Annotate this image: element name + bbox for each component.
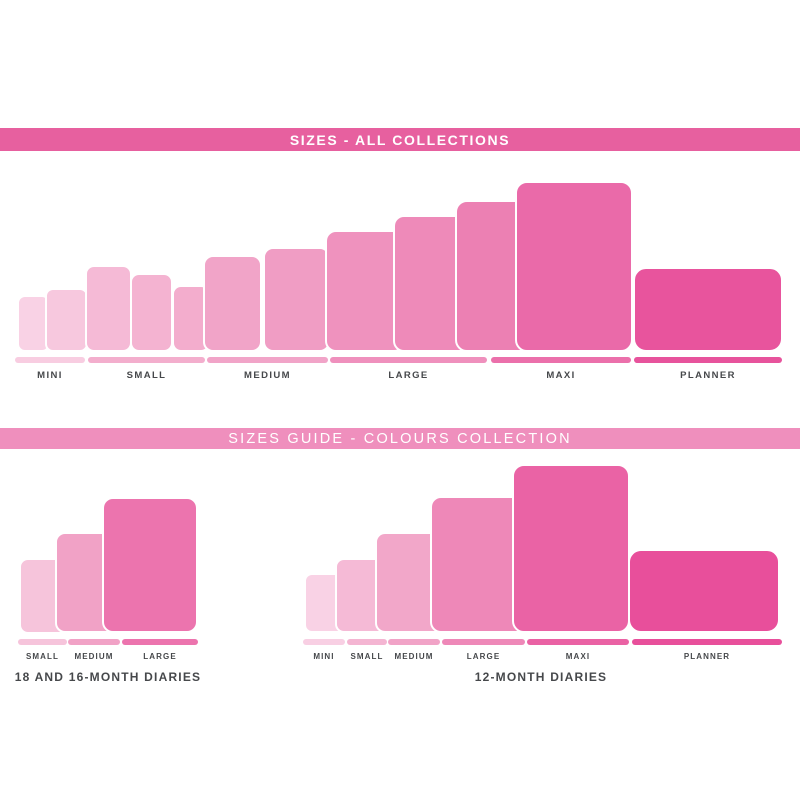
medium-underline-pill [388,639,440,645]
planner-underline-pill [632,639,782,645]
medium-size-label: MEDIUM [244,370,291,381]
medium-underline-pill [207,357,328,363]
mini-underline-pill [303,639,345,645]
maxi-underline-pill [491,357,631,363]
planner-notebook-shape [633,267,783,352]
banner-all-collections: SIZES - ALL COLLECTIONS [0,128,800,151]
mini-size-label: MINI [37,370,63,381]
large-underline-pill [122,639,198,645]
caption-12-month-diaries: 12-MONTH DIARIES [474,670,608,684]
maxi-underline-pill [527,639,629,645]
mini-underline-pill [15,357,85,363]
small-size-label: SMALL [25,652,60,661]
large-underline-pill [330,357,487,363]
small-underline-pill [18,639,67,645]
planner-underline-pill [634,357,782,363]
large-size-label: LARGE [388,370,429,381]
medium-notebook-shape [203,255,262,352]
banner-all-collections-title: SIZES - ALL COLLECTIONS [289,131,511,148]
banner-colours-collection: SIZES GUIDE - COLOURS COLLECTION [0,428,800,449]
small-size-label: SMALL [126,370,167,381]
mini-notebook-shape [17,295,50,352]
maxi-size-label: MAXI [546,370,576,381]
large-notebook-shape [325,230,405,352]
maxi-notebook-shape [512,464,630,633]
banner-colours-collection-title: SIZES GUIDE - COLOURS COLLECTION [228,430,572,447]
large-underline-pill [442,639,525,645]
maxi-notebook-shape [515,181,633,352]
planner-size-label: PLANNER [680,370,736,381]
caption-18-16-month-diaries: 18 AND 16-MONTH DIARIES [14,670,202,684]
small-underline-pill [347,639,387,645]
medium-size-label: MEDIUM [394,652,434,661]
planner-size-label: PLANNER [683,652,731,661]
large-notebook-shape [102,497,198,633]
mini-notebook-shape [45,288,88,352]
small-notebook-shape [85,265,132,352]
medium-size-label: MEDIUM [74,652,114,661]
small-notebook-shape [130,273,173,352]
large-size-label: LARGE [143,652,177,661]
large-size-label: LARGE [466,652,501,661]
small-underline-pill [88,357,205,363]
medium-notebook-shape [263,247,330,352]
maxi-size-label: MAXI [565,652,591,661]
planner-notebook-shape [628,549,780,633]
mini-size-label: MINI [313,652,335,661]
small-size-label: SMALL [350,652,384,661]
medium-underline-pill [68,639,120,645]
